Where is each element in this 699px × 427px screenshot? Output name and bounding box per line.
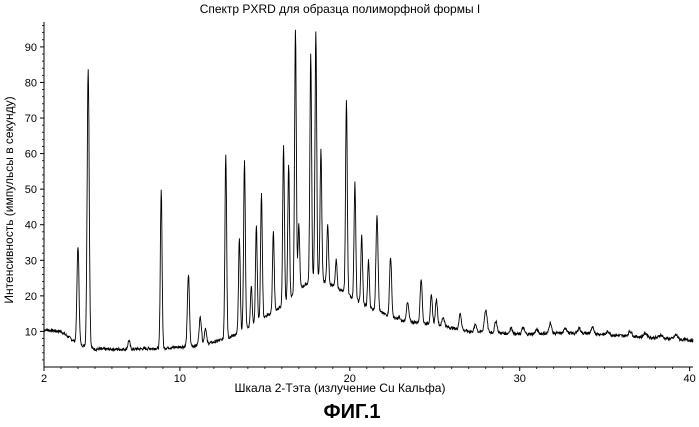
series-line xyxy=(44,30,693,351)
y-axis-title: Интенсивность (импульсы в секунду) xyxy=(2,96,16,303)
y-tick-label: 60 xyxy=(25,149,37,161)
x-tick-label: 40 xyxy=(683,373,695,385)
y-tick-label: 80 xyxy=(25,77,37,89)
y-tick-label: 40 xyxy=(25,220,37,232)
y-tick-label: 90 xyxy=(25,42,37,54)
axes xyxy=(44,22,693,367)
x-tick-label: 10 xyxy=(174,373,186,385)
ticks: 210203040102030405060708090 xyxy=(25,26,696,385)
x-tick-label: 30 xyxy=(514,373,526,385)
y-tick-label: 20 xyxy=(25,291,37,303)
chart-title: Спектр PXRD для образца полиморфной форм… xyxy=(200,2,481,16)
y-tick-label: 30 xyxy=(25,255,37,267)
y-tick-label: 50 xyxy=(25,184,37,196)
figure-label: ФИГ.1 xyxy=(324,401,381,423)
y-tick-label: 10 xyxy=(25,326,37,338)
y-tick-label: 70 xyxy=(25,113,37,125)
x-axis-title: Шкала 2-Тэта (излучение Cu Кальфа) xyxy=(235,381,446,395)
x-tick-label: 2 xyxy=(41,373,47,385)
